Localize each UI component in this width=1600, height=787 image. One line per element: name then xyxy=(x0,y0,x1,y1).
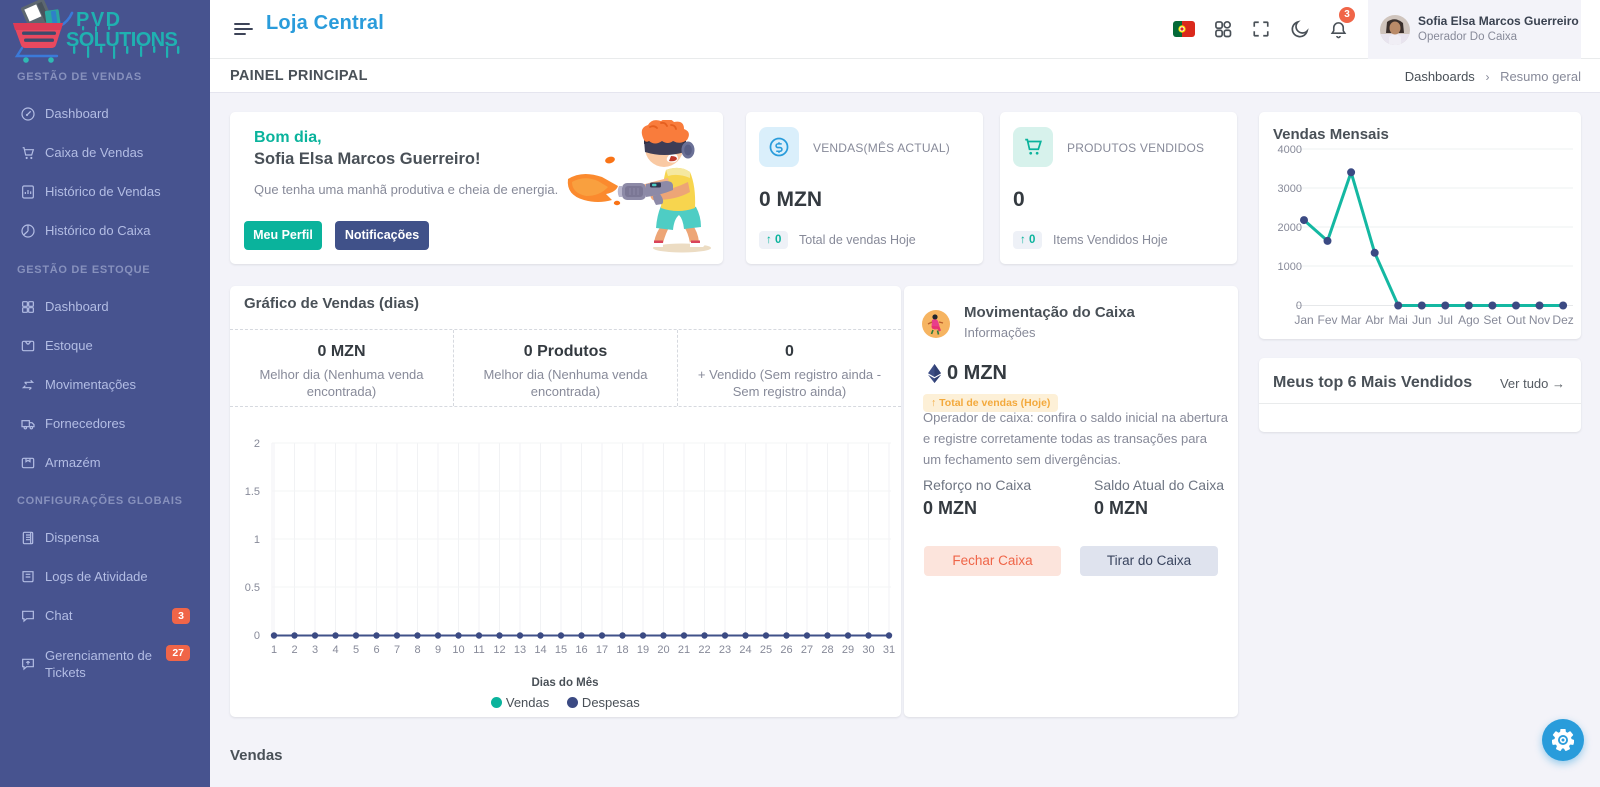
svg-text:Abr: Abr xyxy=(1365,313,1384,327)
svg-text:Jul: Jul xyxy=(1438,313,1453,327)
svg-text:5: 5 xyxy=(353,644,359,656)
svg-text:30: 30 xyxy=(862,644,874,656)
svg-text:4000: 4000 xyxy=(1278,144,1302,156)
svg-text:Set: Set xyxy=(1483,313,1502,327)
svg-text:2000: 2000 xyxy=(1278,222,1302,234)
svg-text:23: 23 xyxy=(719,644,731,656)
svg-text:SOLUTIONS: SOLUTIONS xyxy=(66,29,178,51)
svg-text:0: 0 xyxy=(254,630,260,642)
svg-text:29: 29 xyxy=(842,644,854,656)
svg-text:6: 6 xyxy=(373,644,379,656)
svg-text:10: 10 xyxy=(452,644,464,656)
svg-text:19: 19 xyxy=(637,644,649,656)
svg-text:2: 2 xyxy=(291,644,297,656)
svg-text:17: 17 xyxy=(596,644,608,656)
svg-text:Mar: Mar xyxy=(1341,313,1362,327)
svg-text:8: 8 xyxy=(414,644,420,656)
svg-text:0: 0 xyxy=(1296,300,1302,312)
svg-text:27: 27 xyxy=(801,644,813,656)
svg-text:24: 24 xyxy=(739,644,751,656)
svg-text:1: 1 xyxy=(271,644,277,656)
svg-text:1000: 1000 xyxy=(1278,261,1302,273)
svg-text:11: 11 xyxy=(473,644,484,656)
svg-text:3000: 3000 xyxy=(1278,183,1302,195)
svg-text:1: 1 xyxy=(254,534,260,546)
svg-text:22: 22 xyxy=(698,644,710,656)
svg-text:1.5: 1.5 xyxy=(245,486,260,498)
svg-text:7: 7 xyxy=(394,644,400,656)
svg-text:26: 26 xyxy=(780,644,792,656)
svg-text:20: 20 xyxy=(657,644,669,656)
svg-text:2: 2 xyxy=(254,438,260,450)
svg-text:25: 25 xyxy=(760,644,772,656)
svg-text:31: 31 xyxy=(883,644,895,656)
svg-text:16: 16 xyxy=(575,644,587,656)
svg-text:4: 4 xyxy=(332,644,338,656)
svg-text:Dias do Mês: Dias do Mês xyxy=(531,677,598,689)
svg-text:13: 13 xyxy=(514,644,526,656)
svg-text:Nov: Nov xyxy=(1529,313,1550,327)
svg-text:Ago: Ago xyxy=(1458,313,1480,327)
svg-text:21: 21 xyxy=(678,644,690,656)
svg-text:28: 28 xyxy=(821,644,833,656)
svg-text:Fev: Fev xyxy=(1317,313,1337,327)
svg-text:9: 9 xyxy=(435,644,441,656)
svg-text:Out: Out xyxy=(1506,313,1526,327)
svg-text:Jun: Jun xyxy=(1412,313,1431,327)
svg-text:3: 3 xyxy=(312,644,318,656)
svg-text:Dez: Dez xyxy=(1552,313,1573,327)
svg-text:18: 18 xyxy=(616,644,628,656)
svg-text:0.5: 0.5 xyxy=(245,582,260,594)
svg-text:14: 14 xyxy=(534,644,546,656)
svg-text:12: 12 xyxy=(493,644,505,656)
svg-text:Mai: Mai xyxy=(1389,313,1408,327)
svg-text:PVD: PVD xyxy=(76,9,122,31)
svg-text:15: 15 xyxy=(555,644,567,656)
svg-text:Jan: Jan xyxy=(1294,313,1313,327)
